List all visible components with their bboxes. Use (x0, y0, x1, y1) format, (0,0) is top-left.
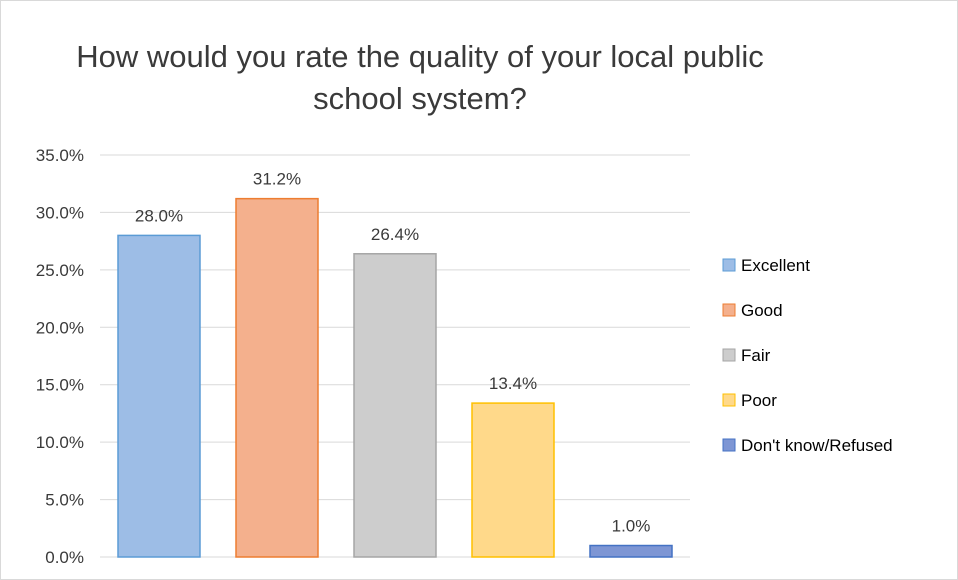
data-label: 26.4% (371, 225, 419, 244)
legend-label: Poor (741, 391, 777, 410)
chart-title: How would you rate the quality of your l… (76, 39, 764, 116)
legend-swatch (722, 348, 736, 362)
legend-swatch (722, 393, 736, 407)
y-tick-label: 10.0% (36, 433, 84, 452)
legend-label: Fair (741, 346, 771, 365)
bar-fair (353, 253, 437, 558)
legend-swatch (722, 258, 736, 272)
y-tick-label: 20.0% (36, 318, 84, 337)
data-label: 28.0% (135, 206, 183, 225)
y-tick-label: 15.0% (36, 376, 84, 395)
y-tick-label: 35.0% (36, 146, 84, 165)
bar-poor (471, 402, 555, 558)
y-tick-label: 30.0% (36, 203, 84, 222)
bar-don-t-know-refused (589, 544, 673, 558)
y-tick-label: 25.0% (36, 261, 84, 280)
bar-excellent (117, 234, 201, 558)
data-label: 31.2% (253, 170, 301, 189)
legend-swatch (722, 438, 736, 452)
legend-swatch (722, 303, 736, 317)
legend-label: Excellent (741, 256, 810, 275)
data-label: 1.0% (612, 517, 651, 536)
y-tick-label: 0.0% (45, 548, 84, 567)
y-tick-label: 5.0% (45, 491, 84, 510)
legend-label: Good (741, 301, 783, 320)
bar-good (235, 197, 319, 558)
legend-label: Don't know/Refused (741, 436, 893, 455)
data-label: 13.4% (489, 374, 537, 393)
